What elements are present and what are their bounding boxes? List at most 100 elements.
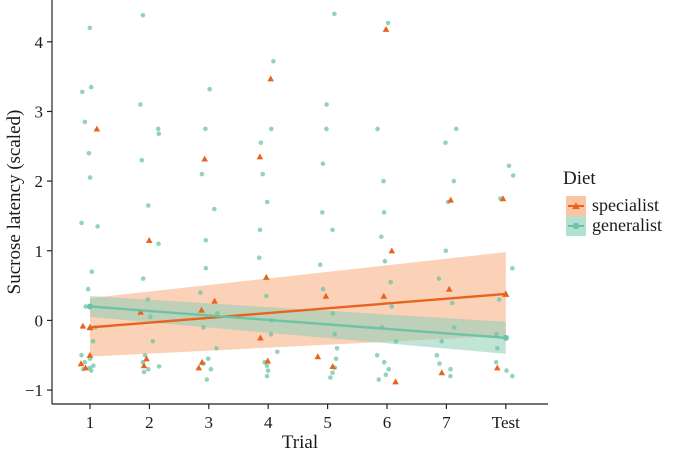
- specialist-point: [382, 26, 390, 32]
- generalist-point: [379, 234, 384, 240]
- generalist-point: [381, 359, 387, 365]
- generalist-point: [494, 332, 499, 337]
- specialist-point: [314, 353, 322, 360]
- generalist-point: [203, 238, 209, 243]
- generalist-point: [83, 304, 88, 309]
- generalist-point: [334, 346, 340, 351]
- generalist-point: [437, 361, 442, 366]
- generalist-point: [332, 11, 337, 17]
- generalist-point: [374, 352, 380, 358]
- legend-title: Diet: [563, 168, 596, 189]
- generalist-point: [324, 102, 329, 107]
- generalist-point: [156, 131, 162, 136]
- generalist-point: [203, 265, 209, 271]
- generalist-point: [207, 86, 212, 92]
- generalist-point: [382, 258, 388, 264]
- generalist-point: [87, 175, 93, 180]
- generalist-point: [87, 365, 92, 371]
- specialist-point: [322, 292, 330, 299]
- generalist-point: [264, 199, 270, 205]
- generalist-point: [138, 102, 143, 107]
- generalist-point: [439, 339, 445, 344]
- specialist-point: [438, 369, 446, 376]
- generalist-point: [320, 286, 326, 292]
- generalist-point: [317, 262, 323, 268]
- y-axis-ticks: −1 0 1 2 3 4: [25, 33, 52, 400]
- x-tick-label: 5: [323, 413, 332, 432]
- generalist-point: [155, 126, 161, 132]
- generalist-point: [79, 352, 84, 358]
- specialist-point: [137, 308, 144, 315]
- generalist-point: [269, 126, 274, 132]
- generalist-point: [376, 377, 382, 382]
- specialist-point: [195, 364, 203, 371]
- generalist-point: [393, 339, 399, 344]
- generalist-point: [257, 227, 263, 233]
- generalist-point: [265, 368, 271, 373]
- x-tick-label: 6: [383, 413, 392, 432]
- specialist-point: [79, 322, 87, 329]
- generalist-point: [214, 346, 219, 351]
- generalist-point: [452, 325, 457, 330]
- generalist-point: [332, 332, 338, 337]
- generalist-point: [510, 373, 515, 379]
- generalist-point: [205, 356, 211, 362]
- x-tick-label: 2: [145, 413, 154, 432]
- generalist-point: [385, 20, 391, 26]
- y-axis-title: Sucrose latency (scaled): [4, 110, 25, 295]
- generalist-point: [139, 157, 145, 163]
- specialist-point: [263, 273, 270, 280]
- generalist-point: [264, 373, 270, 379]
- generalist-point: [148, 314, 153, 320]
- specialist-point: [264, 357, 272, 364]
- specialist-point: [256, 153, 264, 160]
- y-tick-label: 0: [35, 311, 44, 330]
- generalist-point: [87, 25, 93, 31]
- generalist-point: [436, 276, 442, 281]
- specialist-point: [198, 358, 206, 365]
- generalist-point: [146, 203, 151, 208]
- x-axis-title: Trial: [282, 432, 318, 453]
- generalist-point: [215, 311, 220, 316]
- generalist-point: [260, 171, 266, 177]
- specialist-fit-marker: [86, 323, 94, 331]
- generalist-point: [504, 368, 509, 373]
- fit-lines: [86, 290, 510, 341]
- generalist-point: [258, 140, 264, 146]
- generalist-point: [330, 370, 335, 376]
- generalist-point: [496, 297, 502, 302]
- specialist-point: [143, 355, 150, 362]
- y-tick-label: 4: [35, 33, 44, 52]
- generalist-point: [448, 373, 453, 379]
- generalist-point: [443, 140, 448, 146]
- specialist-point: [93, 125, 101, 132]
- specialist-point: [77, 360, 85, 367]
- generalist-point: [386, 366, 392, 372]
- data-points: [77, 11, 516, 385]
- x-tick-label: 1: [86, 413, 95, 432]
- generalist-point: [324, 126, 329, 132]
- specialist-point: [388, 247, 396, 254]
- generalist-point: [91, 363, 96, 369]
- generalist-point: [89, 269, 95, 275]
- generalist-point: [140, 13, 146, 18]
- generalist-point: [141, 369, 147, 375]
- generalist-point: [330, 227, 335, 233]
- generalist-point: [88, 84, 94, 90]
- legend-marker-specialist: [572, 202, 580, 210]
- generalist-point: [451, 178, 457, 184]
- specialist-fit-marker: [502, 290, 510, 297]
- generalist-point: [79, 220, 84, 226]
- x-tick-label: 3: [205, 413, 214, 432]
- generalist-point: [330, 311, 336, 316]
- generalist-point: [381, 210, 387, 215]
- specialist-point: [198, 306, 205, 313]
- generalist-point: [82, 119, 88, 125]
- generalist-point: [86, 150, 92, 156]
- generalist-point: [495, 346, 500, 351]
- legend-marker-generalist: [572, 222, 580, 230]
- generalist-point: [271, 59, 276, 64]
- specialist-point: [145, 237, 153, 243]
